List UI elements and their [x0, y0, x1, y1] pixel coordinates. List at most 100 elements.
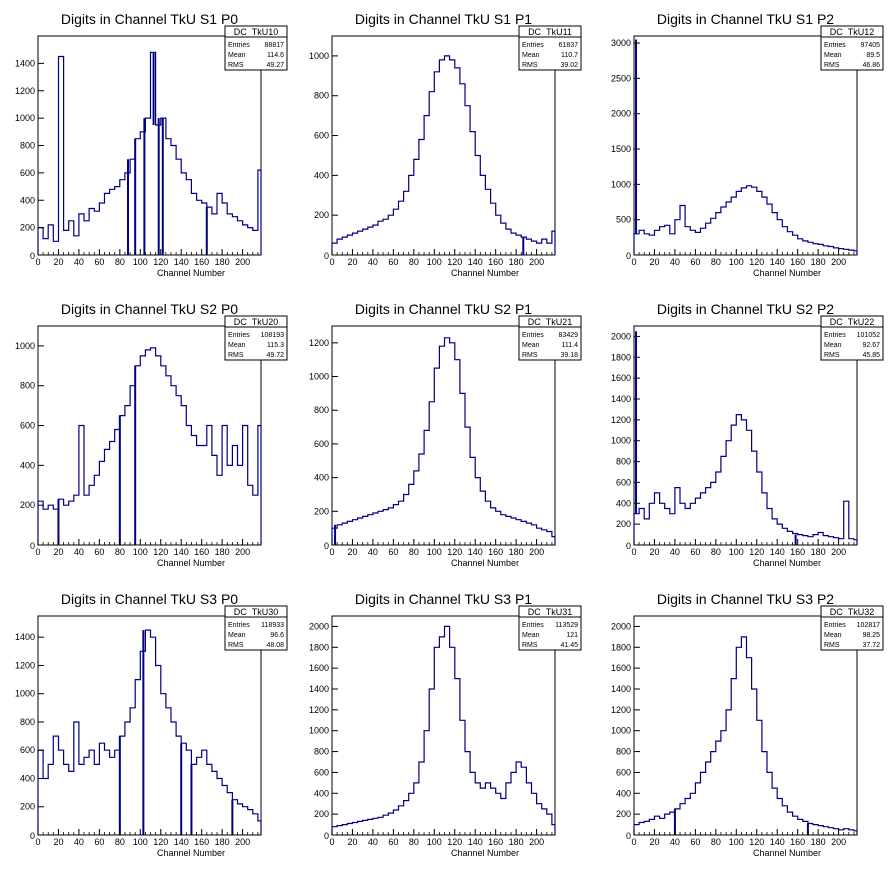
x-tick-label-60: 60 — [94, 547, 104, 557]
stats-name: DC_TkU10 — [234, 27, 279, 37]
stats-box: DC_TkU21 Entries 83429 Mean 111.4 RMS 39.18 — [518, 315, 582, 361]
x-tick-label-0: 0 — [329, 547, 334, 557]
stats-value-entries: 118933 — [261, 622, 284, 629]
histogram-line — [633, 414, 858, 545]
stats-value-rms: 48.08 — [266, 642, 284, 649]
x-axis-label: Channel Number — [451, 558, 519, 568]
stats-label-mean: Mean — [228, 52, 246, 59]
histogram-panel-8: Digits in Channel TkU S3 P1 0 20 40 60 80 100 1… — [309, 591, 582, 858]
x-tick-label-0: 0 — [631, 547, 636, 557]
y-tick-label-400: 400 — [314, 473, 329, 483]
stats-label-entries: Entries — [522, 42, 544, 49]
stats-label-entries: Entries — [522, 332, 544, 339]
stats-box-frame — [820, 315, 884, 361]
stats-value-mean: 89.5 — [866, 52, 880, 59]
y-tick-label-200: 200 — [314, 809, 329, 819]
x-tick-label-160: 160 — [194, 837, 209, 847]
y-tick-label-0: 0 — [30, 251, 35, 261]
x-tick-label-100: 100 — [729, 837, 744, 847]
histogram-panel-1: Digits in Channel TkU S1 P0 0 20 40 60 80 100 1… — [15, 11, 288, 278]
x-tick-label-100: 100 — [133, 547, 148, 557]
y-tick-label-1200: 1200 — [611, 415, 631, 425]
x-tick-label-140: 140 — [468, 837, 483, 847]
stats-value-entries: 83429 — [559, 332, 579, 339]
chart-title: Digits in Channel TkU S2 P1 — [355, 301, 532, 317]
stats-value-entries: 88817 — [265, 42, 285, 49]
chart-title: Digits in Channel TkU S3 P2 — [657, 591, 834, 607]
x-tick-label-40: 40 — [368, 547, 378, 557]
stats-label-mean: Mean — [522, 52, 540, 59]
chart-title: Digits in Channel TkU S1 P0 — [61, 11, 238, 27]
y-tick-label-400: 400 — [616, 498, 631, 508]
histogram-panel-9: Digits in Channel TkU S3 P2 0 20 40 60 80 100 1… — [611, 591, 884, 858]
stats-value-mean: 96.6 — [270, 632, 284, 639]
y-tick-label-2000: 2000 — [309, 621, 329, 631]
x-tick-label-200: 200 — [529, 257, 544, 267]
stats-box: DC_TkU31 Entries 113529 Mean 121 RMS 41.45 — [518, 605, 582, 651]
x-tick-label-120: 120 — [749, 257, 764, 267]
x-tick-label-20: 20 — [649, 547, 659, 557]
x-tick-label-120: 120 — [153, 257, 168, 267]
y-tick-label-800: 800 — [314, 747, 329, 757]
x-tick-label-80: 80 — [115, 257, 125, 267]
y-tick-label-500: 500 — [616, 215, 631, 225]
y-tick-label-400: 400 — [314, 170, 329, 180]
y-tick-label-200: 200 — [20, 500, 35, 510]
y-tick-label-1200: 1200 — [15, 660, 35, 670]
y-tick-label-0: 0 — [626, 541, 631, 551]
x-tick-label-40: 40 — [74, 837, 84, 847]
stats-box-frame — [224, 315, 288, 361]
stats-name: DC_TkU21 — [528, 317, 573, 327]
stats-box: DC_TkU30 Entries 118933 Mean 96.6 RMS 48.08 — [224, 605, 288, 651]
histogram-line — [37, 347, 262, 545]
histogram-line — [37, 51, 262, 255]
x-tick-label-160: 160 — [194, 257, 209, 267]
stats-value-rms: 49.72 — [266, 352, 284, 359]
chart-title: Digits in Channel TkU S2 P0 — [61, 301, 238, 317]
stats-label-rms: RMS — [824, 352, 840, 359]
y-tick-label-600: 600 — [20, 745, 35, 755]
stats-value-rms: 39.18 — [560, 352, 578, 359]
y-tick-label-1000: 1000 — [15, 341, 35, 351]
y-tick-label-600: 600 — [314, 131, 329, 141]
x-tick-label-120: 120 — [447, 257, 462, 267]
x-tick-label-140: 140 — [468, 257, 483, 267]
x-tick-label-40: 40 — [368, 837, 378, 847]
x-tick-label-40: 40 — [670, 837, 680, 847]
stats-label-rms: RMS — [824, 62, 840, 69]
y-tick-label-600: 600 — [616, 477, 631, 487]
x-tick-label-0: 0 — [631, 837, 636, 847]
x-axis-label: Channel Number — [753, 848, 821, 858]
y-tick-label-1800: 1800 — [309, 642, 329, 652]
y-tick-label-0: 0 — [626, 251, 631, 261]
x-tick-label-100: 100 — [133, 257, 148, 267]
y-tick-label-2000: 2000 — [611, 109, 631, 119]
y-tick-label-1600: 1600 — [309, 663, 329, 673]
x-axis-label: Channel Number — [157, 848, 225, 858]
y-tick-label-1400: 1400 — [15, 632, 35, 642]
x-tick-label-80: 80 — [711, 547, 721, 557]
stats-box: DC_TkU11 Entries 61837 Mean 110.7 RMS 39.02 — [518, 25, 582, 71]
y-tick-label-1500: 1500 — [611, 144, 631, 154]
y-tick-label-400: 400 — [20, 195, 35, 205]
stats-value-mean: 111.4 — [562, 342, 579, 349]
stats-value-mean: 98.25 — [862, 632, 880, 639]
y-tick-label-600: 600 — [616, 767, 631, 777]
stats-label-entries: Entries — [228, 42, 250, 49]
x-tick-label-180: 180 — [509, 547, 524, 557]
stats-value-entries: 108193 — [261, 332, 284, 339]
stats-name: DC_TkU31 — [528, 607, 573, 617]
chart-title: Digits in Channel TkU S3 P1 — [355, 591, 532, 607]
stats-box: DC_TkU20 Entries 108193 Mean 115.3 RMS 49.72 — [224, 315, 288, 361]
x-tick-label-20: 20 — [347, 257, 357, 267]
plot-frame — [37, 615, 262, 836]
y-tick-label-2500: 2500 — [611, 73, 631, 83]
x-tick-label-120: 120 — [749, 837, 764, 847]
x-tick-label-40: 40 — [368, 257, 378, 267]
y-tick-label-0: 0 — [324, 541, 329, 551]
x-tick-label-40: 40 — [670, 547, 680, 557]
y-tick-label-1000: 1000 — [15, 113, 35, 123]
x-tick-label-140: 140 — [174, 257, 189, 267]
y-tick-label-1400: 1400 — [15, 58, 35, 68]
